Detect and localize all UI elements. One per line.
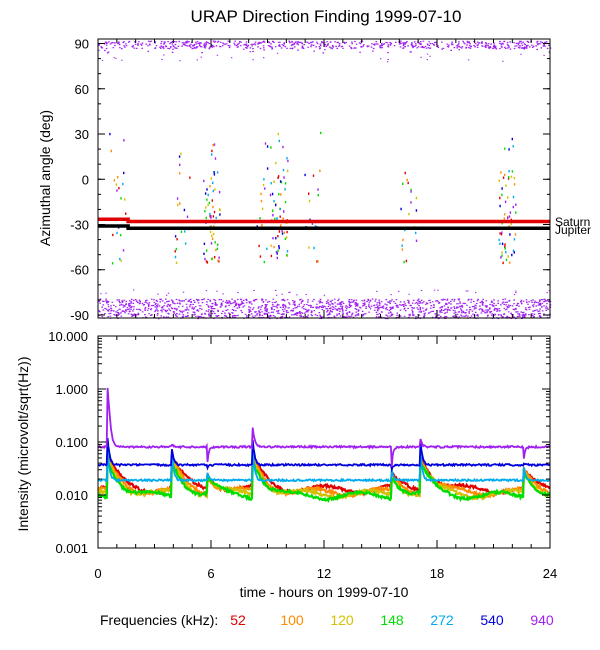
x-tick-label: 24: [543, 566, 557, 581]
azimuth-outlier-points: [100, 52, 551, 296]
azimuth-y-axis-label: Azimuthal angle (deg): [37, 110, 53, 246]
azimuth-y-tick-label: -90: [70, 308, 89, 323]
intensity-y-tick-label: 0.100: [55, 435, 88, 450]
chart-title: URAP Direction Finding 1999-07-10: [191, 7, 462, 26]
legend-item-100: 100: [280, 612, 304, 628]
x-tick-label: 12: [317, 566, 331, 581]
intensity-series-272khz: [97, 450, 550, 483]
intensity-panel: 10.000 1.000 0.100 0.010 0.001 0 6 12 18 24 Inte…: [15, 329, 557, 600]
azimuth-burst-points-272: [116, 139, 516, 261]
legend-item-272: 272: [430, 612, 454, 628]
azimuth-burst-points-100: [110, 144, 517, 264]
azimuth-burst-points-52: [112, 149, 512, 265]
intensity-y-tick-label: 0.010: [55, 488, 88, 503]
azimuth-940khz-points: [98, 298, 552, 320]
x-tick-label: 6: [207, 566, 214, 581]
legend-label: Frequencies (kHz):: [100, 612, 218, 628]
jupiter-reference-line: [98, 224, 550, 231]
azimuth-940khz-points: [98, 40, 552, 54]
frequency-legend: Frequencies (kHz): 52 100 120 148 272 540 940: [100, 612, 554, 628]
intensity-series-540khz: [97, 438, 551, 473]
azimuth-plot-frame: [97, 38, 551, 319]
legend-item-52: 52: [230, 612, 246, 628]
jupiter-label: Jupiter: [555, 223, 591, 237]
intensity-y-axis-label: Intensity (microvolt/sqrt(Hz)): [15, 356, 31, 531]
saturn-reference-line: [98, 217, 550, 224]
time-x-axis-label: time - hours on 1999-07-10: [240, 584, 409, 600]
intensity-y-tick-label: 10.000: [48, 329, 88, 344]
azimuth-panel: 90 60 30 0 -30 -60 -90 Saturn Jupiter Azimutha…: [37, 37, 591, 323]
azimuth-y-tick-label: -60: [70, 263, 89, 278]
azimuth-burst-points-540: [109, 132, 515, 257]
intensity-plot-frame: [97, 335, 551, 549]
intensity-y-tick-label: 0.001: [55, 541, 88, 556]
azimuth-y-tick-label: 0: [82, 172, 89, 187]
legend-item-940: 940: [530, 612, 554, 628]
azimuth-y-tick-label: 90: [75, 37, 89, 52]
legend-item-148: 148: [380, 612, 404, 628]
azimuth-y-tick-label: 30: [75, 127, 89, 142]
intensity-series-940khz: [97, 387, 551, 467]
saturn-label: Saturn: [555, 215, 590, 229]
azimuth-burst-points-148: [111, 131, 517, 265]
x-tick-label: 18: [430, 566, 444, 581]
azimuth-y-tick-label: -30: [70, 217, 89, 232]
azimuth-burst-points-940: [116, 139, 517, 261]
legend-item-120: 120: [330, 612, 354, 628]
intensity-series-52khz: [97, 453, 551, 497]
legend-item-540: 540: [480, 612, 504, 628]
azimuth-y-tick-label: 60: [75, 82, 89, 97]
azimuth-burst-points-120: [115, 132, 516, 264]
x-tick-label: 0: [94, 566, 101, 581]
intensity-y-tick-label: 1.000: [55, 382, 88, 397]
